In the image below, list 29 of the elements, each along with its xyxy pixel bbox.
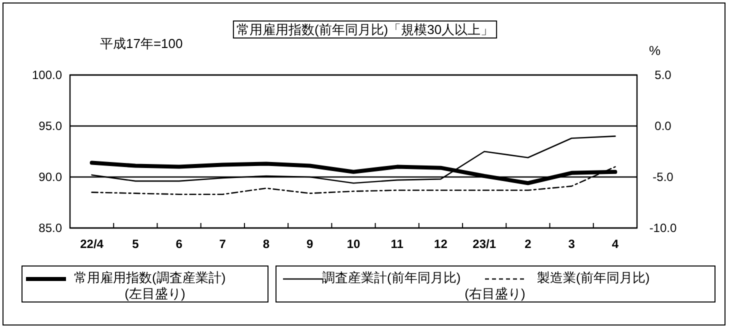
y-tick-label: 90.0 xyxy=(38,170,62,184)
x-tick-label: 23/1 xyxy=(472,237,496,251)
y2-tick-label: 0.0 xyxy=(654,119,672,133)
x-tick-label: 9 xyxy=(306,237,314,251)
legend-label: 調査産業計(前年同月比) xyxy=(322,270,461,285)
y2-tick-label: -10.0 xyxy=(649,221,677,235)
y-tick-label: 95.0 xyxy=(38,119,62,133)
x-tick-label: 6 xyxy=(176,237,183,251)
text: 平成17年=100 xyxy=(100,36,183,51)
legend-label: 製造業(前年同月比) xyxy=(537,270,650,285)
x-tick-label: 5 xyxy=(132,237,140,251)
x-tick-label: 11 xyxy=(390,237,404,251)
x-tick-label: 4 xyxy=(612,237,619,251)
x-tick-label: 2 xyxy=(524,237,532,251)
x-tick-label: 22/4 xyxy=(80,237,104,251)
x-tick-label: 8 xyxy=(262,237,270,251)
legend-label: 常用雇用指数(調査産業計) xyxy=(74,270,226,285)
x-tick-label: 10 xyxy=(346,237,360,251)
chart-title: 常用雇用指数(前年同月比)「規模30人以上」 xyxy=(236,22,494,37)
text: (右目盛り) xyxy=(464,286,526,301)
text: (左目盛り) xyxy=(124,286,186,301)
x-tick-label: 7 xyxy=(219,237,226,251)
y-tick-label: 85.0 xyxy=(38,221,62,235)
y2-axis-title: % xyxy=(649,43,661,58)
x-tick-label: 3 xyxy=(568,237,576,251)
x-tick-label: 12 xyxy=(434,237,448,251)
y2-tick-label: 5.0 xyxy=(654,68,672,82)
y-tick-label: 100.0 xyxy=(32,68,62,82)
y2-tick-label: -5.0 xyxy=(652,170,674,184)
